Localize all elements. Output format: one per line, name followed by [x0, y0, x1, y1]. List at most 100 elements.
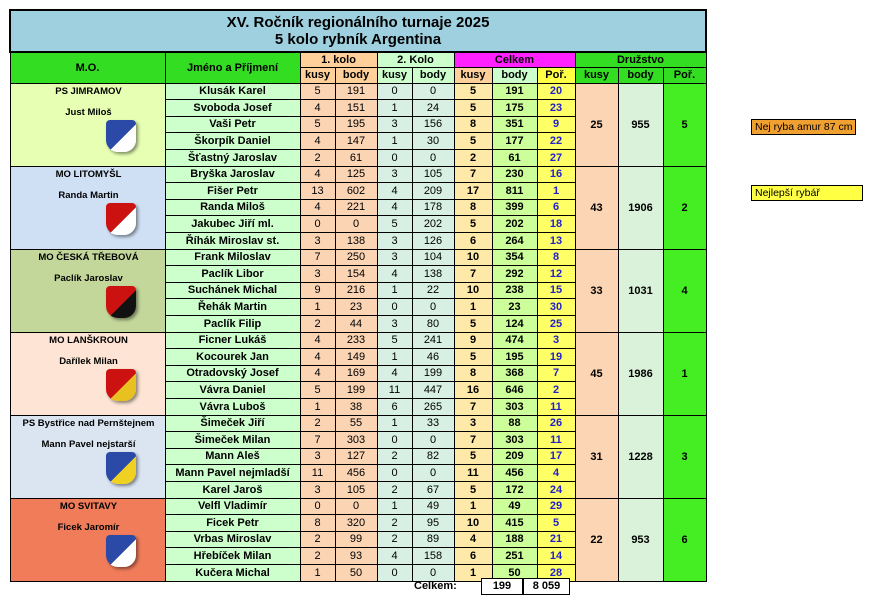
round1-kusy: 5 — [299, 381, 336, 399]
team-kusy: 45 — [574, 331, 619, 416]
total-kusy: 7 — [453, 165, 493, 184]
total-kusy: 1 — [453, 298, 493, 316]
round2-body: 202 — [411, 215, 455, 233]
player-name: Randa Miloš — [164, 198, 301, 217]
player-name: Kocourek Jan — [164, 348, 301, 366]
note-biggest-fish: Nej ryba amur 87 cm — [751, 119, 857, 135]
total-kusy: 8 — [453, 115, 493, 134]
total-body: 238 — [491, 281, 538, 300]
round1-body: 61 — [334, 148, 378, 167]
club-crest-icon — [105, 451, 136, 484]
round1-body: 456 — [334, 464, 378, 482]
summary-label: Celkem: — [414, 580, 457, 592]
total-rank: 3 — [536, 331, 576, 350]
club-leader: Dařílek Milan — [59, 355, 118, 367]
total-body: 124 — [491, 314, 538, 333]
table-row: Kocourek Jan 4 149 1 46 5 195 19 — [10, 348, 706, 366]
round2-kusy: 0 — [376, 82, 413, 101]
total-body: 368 — [491, 364, 538, 383]
total-kusy: 10 — [453, 248, 493, 267]
summary-body: 8 059 — [523, 578, 570, 595]
player-name: Svoboda Josef — [164, 99, 301, 117]
round2-kusy: 3 — [376, 231, 413, 250]
total-rank: 8 — [536, 248, 576, 267]
team-rank: 2 — [662, 165, 707, 250]
player-name: Ficner Lukáš — [164, 331, 301, 350]
club-crest-icon — [105, 202, 136, 235]
total-kusy: 10 — [453, 281, 493, 300]
table-row: Paclík Filip 2 44 3 80 5 124 25 — [10, 314, 706, 333]
table-row: Škorpík Daniel 4 147 1 30 5 177 22 — [10, 132, 706, 150]
round2-body: 126 — [411, 231, 455, 250]
round1-body: 127 — [334, 447, 378, 466]
total-kusy: 6 — [453, 231, 493, 250]
total-body: 202 — [491, 215, 538, 233]
player-name: Vrbas Miroslav — [164, 530, 301, 549]
round2-body: 0 — [411, 431, 455, 449]
round2-kusy: 11 — [376, 381, 413, 399]
player-name: Vávra Luboš — [164, 397, 301, 416]
round1-kusy: 2 — [299, 414, 336, 433]
round1-body: 195 — [334, 115, 378, 134]
round2-body: 67 — [411, 480, 455, 499]
round1-body: 55 — [334, 414, 378, 433]
total-kusy: 5 — [453, 480, 493, 499]
total-rank: 30 — [536, 298, 576, 316]
round1-body: 0 — [334, 497, 378, 516]
header-team: Družstvo — [574, 51, 707, 68]
header-round1: 1. kolo — [299, 51, 378, 68]
total-body: 456 — [491, 464, 538, 482]
round2-kusy: 1 — [376, 132, 413, 150]
round1-kusy: 3 — [299, 231, 336, 250]
header-r2-body: body — [411, 66, 455, 84]
round1-kusy: 4 — [299, 198, 336, 217]
round2-kusy: 3 — [376, 165, 413, 184]
club-crest-icon — [105, 119, 136, 152]
round1-body: 602 — [334, 182, 378, 200]
team-body: 1228 — [617, 414, 664, 499]
total-body: 175 — [491, 99, 538, 117]
total-kusy: 1 — [453, 563, 493, 582]
round2-kusy: 2 — [376, 480, 413, 499]
round2-kusy: 1 — [376, 348, 413, 366]
round2-kusy: 2 — [376, 530, 413, 549]
round1-body: 169 — [334, 364, 378, 383]
total-body: 303 — [491, 397, 538, 416]
round2-body: 447 — [411, 381, 455, 399]
club-name: MO ČESKÁ TŘEBOVÁ — [38, 251, 139, 263]
club-crest-icon — [105, 285, 136, 318]
team-kusy: 31 — [574, 414, 619, 499]
club-crest-icon — [105, 368, 136, 401]
round1-kusy: 3 — [299, 265, 336, 283]
player-name: Otradovský Josef — [164, 364, 301, 383]
round2-kusy: 6 — [376, 397, 413, 416]
round1-kusy: 4 — [299, 364, 336, 383]
total-rank: 12 — [536, 265, 576, 283]
total-body: 354 — [491, 248, 538, 267]
round1-body: 44 — [334, 314, 378, 333]
page-title: XV. Ročník regionálního turnaje 2025 — [226, 14, 490, 31]
round2-kusy: 1 — [376, 99, 413, 117]
team-kusy: 25 — [574, 82, 619, 167]
header-name: Jméno a Příjmení — [164, 51, 301, 84]
round1-body: 320 — [334, 514, 378, 532]
round1-body: 250 — [334, 248, 378, 267]
team-rank: 4 — [662, 248, 707, 333]
player-name: Mann Aleš — [164, 447, 301, 466]
player-name: Vaši Petr — [164, 115, 301, 134]
total-kusy: 5 — [453, 314, 493, 333]
total-kusy: 8 — [453, 198, 493, 217]
total-body: 88 — [491, 414, 538, 433]
total-rank: 18 — [536, 215, 576, 233]
club-cell: MO LANŠKROUN Dařílek Milan — [9, 331, 166, 416]
total-body: 646 — [491, 381, 538, 399]
round1-kusy: 4 — [299, 348, 336, 366]
round1-body: 93 — [334, 547, 378, 565]
total-body: 188 — [491, 530, 538, 549]
round1-kusy: 4 — [299, 99, 336, 117]
total-rank: 9 — [536, 115, 576, 134]
table-row: MO ČESKÁ TŘEBOVÁ Paclík Jaroslav Frank Mil… — [9, 248, 707, 333]
total-kusy: 5 — [453, 99, 493, 117]
team-body: 955 — [617, 82, 664, 167]
table-row: Ficek Petr 8 320 2 95 10 415 5 — [10, 514, 706, 532]
